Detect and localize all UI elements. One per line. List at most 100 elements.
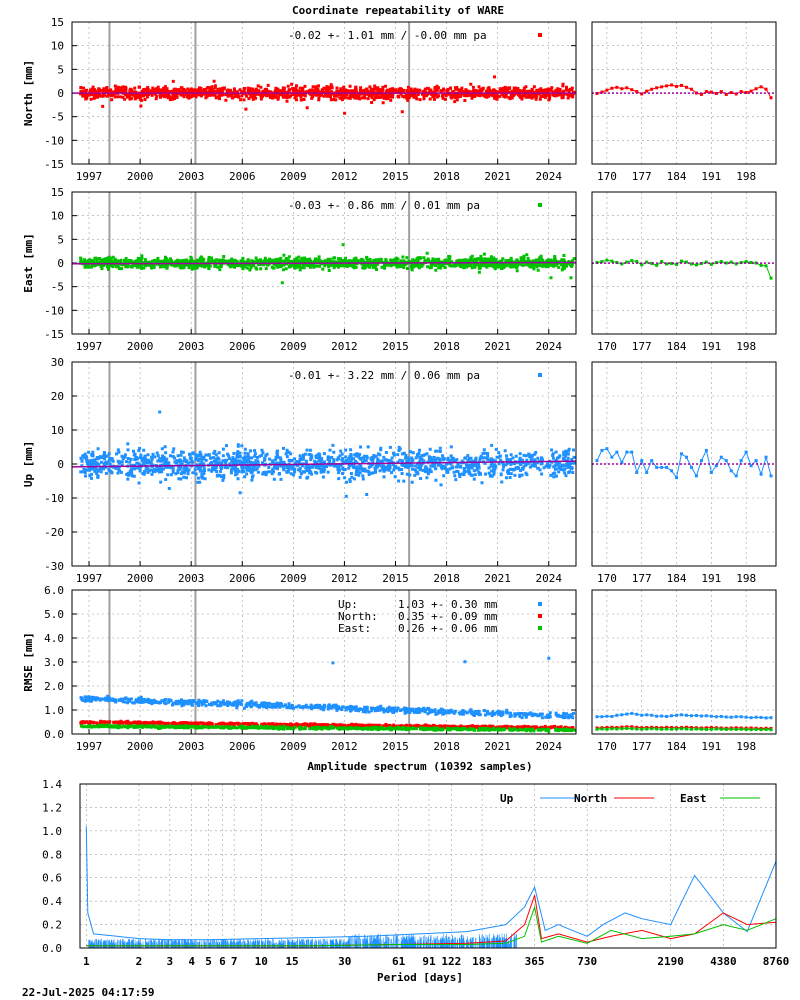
spectrum-xtick-label: 10 [255,955,268,968]
east-xtick-label: 2021 [484,340,511,353]
north-recent-frame [591,21,777,165]
up-recent-point [769,474,773,478]
rmse-recent_up-point [595,715,599,719]
rmse-recent-xtick-label: 177 [632,740,652,753]
rmse-points [79,656,576,733]
rmse-recent_east-line [596,727,772,731]
north-xtick-label: 2000 [127,170,154,183]
north-ytick-label: -15 [44,158,64,171]
north-scatter-points [79,75,576,115]
up-xtick-label: 2024 [536,572,563,585]
up-points [79,410,576,498]
north-annotation: -0.02 +- 1.01 mm / -0.00 mm pa [288,29,487,42]
panel-spectrum: 1.4 1.2 1.0 0.8 0.6 0.4 0.2 0.0 1 2 3 4 5 6 7 10 15 30 61 9… [42,778,789,968]
rmse-legend-stat: 1.03 +- 0.30 mm [398,598,498,611]
up-trend-line [71,460,577,468]
east-ytick-label: 5 [57,233,64,246]
panel-up: 30 20 10 0 -10 -20 -30 1997 2000 2003 2006 2009 2012… [22,356,777,585]
rmse-recent_up-line [597,712,772,719]
rmse-xtick-label: 2021 [484,740,511,753]
spectrum-line-up [85,826,777,941]
spectrum-xtick-label: 183 [472,955,492,968]
rmse-ytick-label: 1.0 [44,704,64,717]
rmse-legend-label: Up: [338,598,358,611]
up-xtick-label: 2021 [484,572,511,585]
spectrum-xtick-label: 6 [219,955,226,968]
east-xtick-label: 2024 [536,340,563,353]
east-ylabel: East [mm] [22,233,35,293]
spectrum-ytick-label: 0.2 [42,919,62,932]
north-recent-xtick-label: 184 [667,170,687,183]
up-recent-xtick-label: 198 [736,572,756,585]
north-recent-xtick-label: 198 [736,170,756,183]
east-recent-xtick-label: 198 [736,340,756,353]
north-ylabel: North [mm] [22,60,35,126]
east-ytick-label: 0 [57,257,64,270]
east-xtick-label: 2015 [382,340,409,353]
north-ytick-label: -5 [51,111,64,124]
spectrum-ytick-label: 1.2 [42,801,62,814]
up-recent-xtick-label: 184 [667,572,687,585]
north-recent-xtick-label: 177 [632,170,652,183]
up-xtick-label: 2009 [280,572,307,585]
north-xtick-label: 2024 [536,170,563,183]
rmse-ytick-label: 4.0 [44,632,64,645]
east-recent-xtick-label: 170 [597,340,617,353]
spectrum-ytick-label: 0.0 [42,942,62,955]
rmse-xtick-label: 2012 [331,740,358,753]
spectrum-xtick-label: 1 [83,955,90,968]
north-points [79,75,576,115]
east-annotation: -0.03 +- 0.86 mm / 0.01 mm pa [288,199,480,212]
east-recent-point [769,276,773,280]
north-xtick-label: 2006 [229,170,256,183]
north-xtick-label: 2018 [433,170,460,183]
east-ytick-label: 15 [51,186,64,199]
rmse-xtick-label: 2018 [433,740,460,753]
east-trend-line [71,261,577,265]
rmse-legend-symbol [538,614,542,618]
rmse-ytick-label: 3.0 [44,656,64,669]
up-ylabel: Up [mm] [22,441,35,487]
spectrum-xtick-label: 91 [422,955,436,968]
rmse-recent-frame [591,589,777,735]
up-recent-xtick-label: 170 [597,572,617,585]
north-frame [71,21,577,165]
spectrum-xtick-label: 61 [392,955,406,968]
panel-east: 15 10 5 0 -5 -10 -15 1997 2000 2003 2006 2009 2012 20… [22,186,777,353]
rmse-ytick-label: 5.0 [44,608,64,621]
rmse-legend-symbol [538,602,542,606]
up-xtick-label: 2006 [229,572,256,585]
spectrum-xtick-label: 4 [188,955,195,968]
up-recent-line [596,448,772,479]
rmse-ylabel: RMSE [mm] [22,632,35,692]
north-ytick-label: 10 [51,40,64,53]
east-xtick-label: 2006 [229,340,256,353]
rmse-recent-xtick-label: 191 [701,740,721,753]
east-ytick-label: 10 [51,210,64,223]
spectrum-ytick-label: 0.6 [42,872,62,885]
up-ytick-label: 10 [51,424,64,437]
spectrum-title: Amplitude spectrum (10392 samples) [307,760,532,773]
spectrum-ytick-label: 0.8 [42,848,62,861]
east-recent-xtick-label: 177 [632,340,652,353]
north-xtick-label: 2021 [484,170,511,183]
rmse-recent-xtick-label: 184 [667,740,687,753]
rmse-recent_east-point [769,728,773,732]
spectrum-line-east [86,905,777,947]
up-recent-point [595,459,599,463]
spectrum-legend-label: East [680,792,707,805]
rmse-recent-xtick-label: 198 [736,740,756,753]
rmse-legend-label: East: [338,622,371,635]
spectrum-xlabel: Period [days] [377,971,463,984]
north-xtick-label: 2012 [331,170,358,183]
rmse-legend-label: North: [338,610,378,623]
spectrum-xtick-label: 3 [166,955,173,968]
north-ytick-label: 15 [51,16,64,29]
spectrum-ytick-label: 0.4 [42,895,62,908]
north-xtick-label: 2015 [382,170,409,183]
spectrum-legend-label: Up [500,792,514,805]
north-ytick-label: 5 [57,63,64,76]
up-legend-symbol [538,373,542,377]
rmse-xtick-label: 2009 [280,740,307,753]
